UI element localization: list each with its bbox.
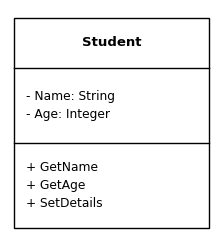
Text: + SetDetails: + SetDetails — [26, 197, 103, 210]
Text: Student: Student — [82, 36, 141, 49]
Bar — [14, 18, 209, 228]
Text: + GetName: + GetName — [26, 161, 98, 174]
Text: + GetAge: + GetAge — [26, 179, 85, 192]
Text: - Age: Integer: - Age: Integer — [26, 108, 110, 121]
Text: - Name: String: - Name: String — [26, 90, 115, 103]
